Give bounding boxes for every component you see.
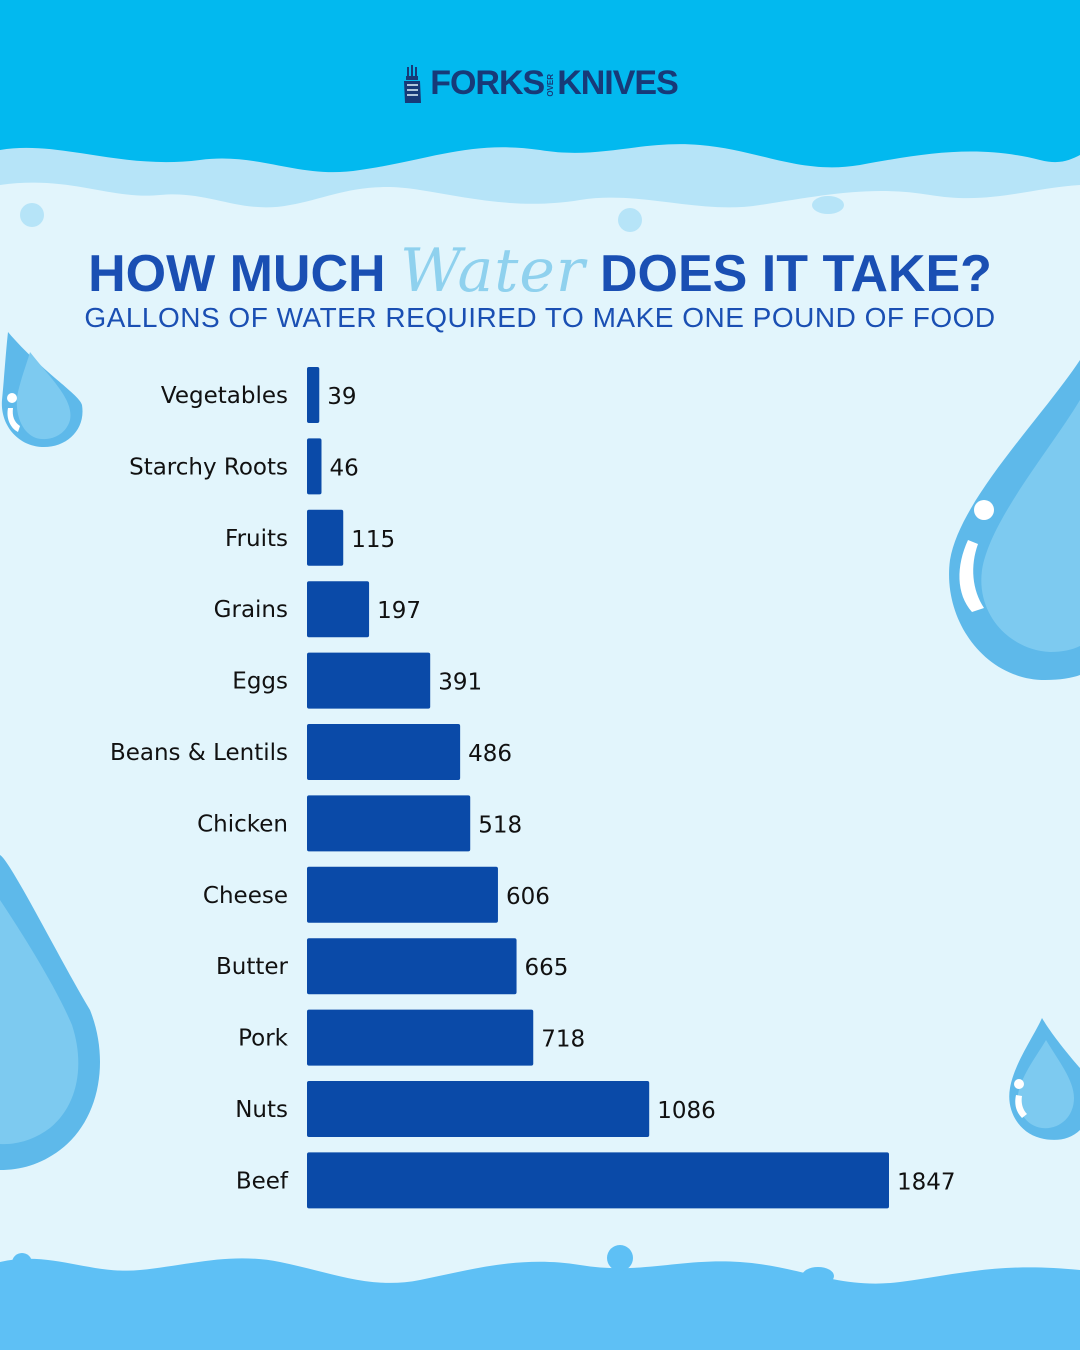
category-label: Fruits xyxy=(225,526,288,552)
sky-band xyxy=(0,0,1080,175)
category-label: Starchy Roots xyxy=(129,454,288,480)
bar-grains xyxy=(307,581,370,638)
value-label: 115 xyxy=(351,527,395,553)
value-label: 39 xyxy=(327,384,356,410)
category-label: Nuts xyxy=(235,1097,288,1123)
category-label: Grains xyxy=(214,597,288,623)
value-label: 486 xyxy=(468,741,512,767)
bubble xyxy=(12,1253,32,1273)
category-label: Pork xyxy=(238,1026,289,1052)
bubble xyxy=(618,208,642,232)
category-label: Butter xyxy=(216,954,289,980)
category-label: Beef xyxy=(236,1168,289,1194)
headline: HOW MUCH Water DOES IT TAKE? xyxy=(0,236,1080,306)
bar-eggs xyxy=(307,652,431,709)
water-drop-icon xyxy=(949,360,1080,680)
logo-knives: KNIVES xyxy=(557,64,679,102)
fork-fist-icon xyxy=(404,65,422,104)
category-label: Eggs xyxy=(232,669,288,695)
chart-subtitle: GALLONS OF WATER REQUIRED TO MAKE ONE PO… xyxy=(84,302,996,333)
headline-after: DOES IT TAKE? xyxy=(585,245,992,303)
bubble xyxy=(802,1267,834,1285)
category-label: Vegetables xyxy=(161,383,288,409)
value-label: 718 xyxy=(541,1027,585,1053)
bar-fruits xyxy=(307,509,344,566)
bar-starchy-roots xyxy=(307,438,322,495)
value-label: 46 xyxy=(329,455,358,481)
brand-logo: FORKS OVERKNIVES xyxy=(0,64,1080,105)
category-label: Beans & Lentils xyxy=(110,740,288,766)
water-drop-icon xyxy=(1,332,83,448)
bar-chicken xyxy=(307,795,471,852)
value-label: 665 xyxy=(525,955,569,981)
logo-forks: FORKS xyxy=(430,64,545,102)
value-label: 391 xyxy=(438,670,482,696)
value-label: 518 xyxy=(478,812,522,838)
category-label: Cheese xyxy=(203,883,288,909)
headline-script-word: Water xyxy=(400,236,586,306)
bubble xyxy=(812,196,844,214)
bar-nuts xyxy=(307,1081,650,1137)
category-label: Chicken xyxy=(197,811,288,837)
bar-butter xyxy=(307,938,517,995)
water-drop-icon xyxy=(1009,1018,1080,1140)
bar-beans-lentils xyxy=(307,724,461,780)
value-label: 606 xyxy=(506,884,550,910)
bar-beef xyxy=(307,1152,889,1209)
water-drop-icon xyxy=(0,855,100,1170)
value-label: 1086 xyxy=(657,1098,716,1124)
top-wave-light xyxy=(0,182,1080,330)
bar-cheese xyxy=(307,866,498,923)
bubble xyxy=(20,203,44,227)
bar-pork xyxy=(307,1009,534,1066)
headline-before: HOW MUCH xyxy=(88,245,401,303)
bar-vegetables xyxy=(307,367,320,423)
value-label: 1847 xyxy=(897,1169,956,1195)
bubble xyxy=(607,1245,633,1271)
value-label: 197 xyxy=(377,598,421,624)
